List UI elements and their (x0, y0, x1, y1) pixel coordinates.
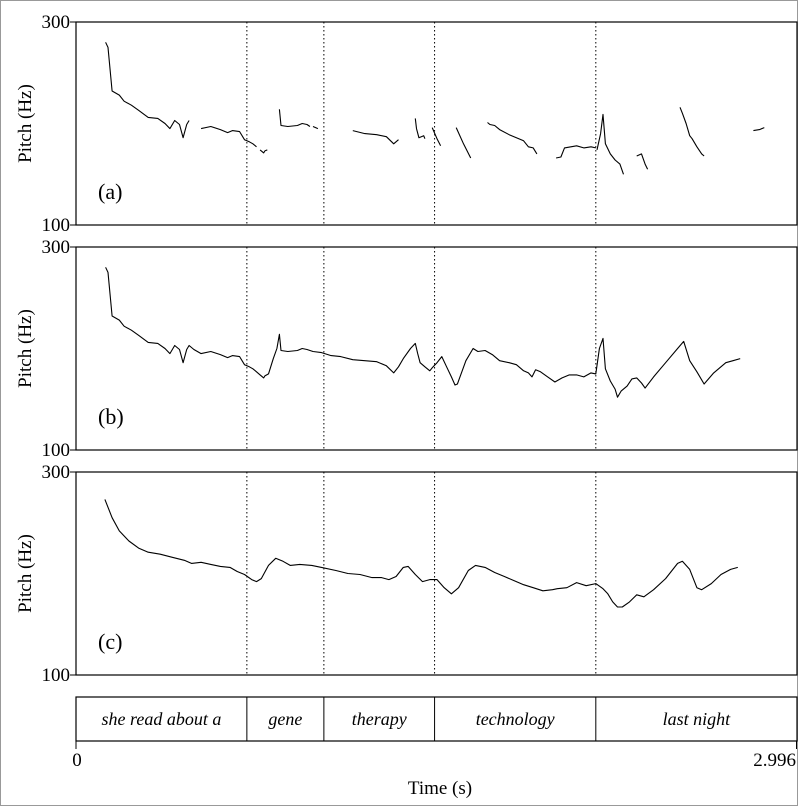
pitch-contour-segment (105, 42, 190, 139)
panel-label: (c) (98, 629, 122, 654)
pitch-contour-segment (455, 127, 472, 159)
y-axis-label: Pitch (Hz) (15, 534, 36, 613)
pitch-contour-segment (312, 125, 319, 130)
y-tick-label-top: 300 (42, 462, 71, 483)
y-tick-label-bottom: 100 (42, 665, 71, 686)
y-axis-label: Pitch (Hz) (15, 309, 36, 388)
pitch-contour-segment (414, 118, 426, 139)
pitch-contour-segment (431, 127, 442, 147)
panel-frame (75, 21, 798, 226)
pitch-contour-segment (105, 267, 741, 398)
pitch-contour-segment (753, 127, 765, 132)
pitch-contour-segment (352, 130, 399, 145)
y-tick-label-bottom: 100 (42, 215, 71, 236)
pitch-contour-segment (487, 122, 538, 155)
y-tick-label-top: 300 (42, 12, 71, 33)
pitch-contour-segment (278, 109, 311, 128)
panel-frame (75, 471, 798, 676)
panel-c: 300 100 Pitch (Hz) (c) (15, 462, 798, 686)
panel-b: 300 100 Pitch (Hz) (b) (15, 237, 798, 461)
panel-label: (a) (98, 179, 122, 204)
pitch-contour-segment (596, 113, 625, 175)
y-axis-label: Pitch (Hz) (15, 84, 36, 163)
y-tick-label-bottom: 100 (42, 440, 71, 461)
x-tick-label-end: 2.996 (753, 750, 796, 771)
panel-a: 300 100 Pitch (Hz) (a) (15, 12, 798, 236)
pitch-contour-segment (104, 499, 738, 608)
pitch-contour-segment (555, 145, 596, 159)
x-tick-label-start: 0 (72, 750, 82, 771)
pitch-contour-segment (679, 107, 705, 157)
panel-frame (75, 246, 798, 451)
word-label: therapy (352, 709, 407, 729)
word-label: she read about a (102, 709, 222, 729)
word-label: gene (268, 709, 302, 729)
word-tier: she read about a gene therapy technology las… (75, 696, 798, 742)
pitch-contour-segment (636, 153, 649, 170)
word-label: last night (663, 709, 732, 729)
y-tick-label-top: 300 (42, 237, 71, 258)
pitch-contour-segment (259, 149, 268, 154)
word-label: technology (476, 709, 555, 729)
panel-label: (b) (98, 404, 124, 429)
pitch-contour-segment (200, 125, 257, 148)
x-axis-label: Time (s) (408, 778, 472, 799)
